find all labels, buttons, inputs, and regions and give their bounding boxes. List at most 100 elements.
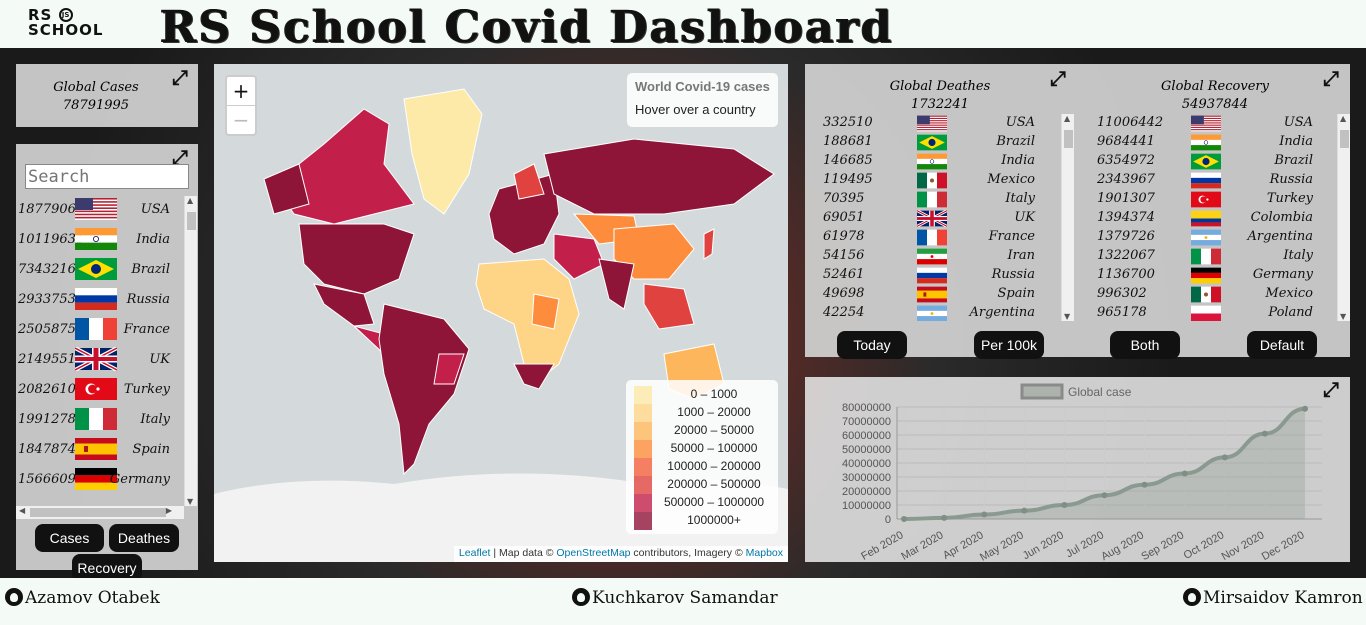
legend-item: 100000 – 200000 <box>634 458 774 476</box>
list-item[interactable]: 54156 Iran <box>805 247 1061 266</box>
list-item-country: Brazil <box>131 262 170 277</box>
fullscreen-icon[interactable]: ⤢ <box>1323 66 1339 90</box>
list-item[interactable]: 6354972 Brazil <box>1081 152 1337 171</box>
scroll-down-icon[interactable]: ▼ <box>1064 312 1071 321</box>
list-item-value: 1379726 <box>1097 229 1155 244</box>
list-item[interactable]: 70395 Italy <box>805 190 1061 209</box>
recovery-scrollbar[interactable]: ▲ ▼ <box>1337 114 1350 321</box>
h-scroll-thumb[interactable] <box>30 508 166 517</box>
list-item-country: Argentina <box>1247 229 1314 244</box>
list-item-value: 42254 <box>823 305 865 320</box>
scroll-left-icon[interactable]: ◀ <box>19 506 26 515</box>
list-item-country: France <box>123 322 170 337</box>
list-item[interactable]: 2505875 France <box>16 316 184 346</box>
fullscreen-icon[interactable]: ⤢ <box>1323 377 1339 401</box>
chart-point <box>1181 470 1188 477</box>
list-item[interactable]: 52461 Russia <box>805 266 1061 285</box>
country-flag-icon <box>1191 210 1221 227</box>
list-item-value: 10119631 <box>18 232 85 247</box>
list-item[interactable]: 1566609 Germany <box>16 466 184 496</box>
list-item[interactable]: 10119631 India <box>16 226 184 256</box>
zoom-out-button[interactable]: − <box>232 108 250 132</box>
list-item[interactable]: 1847874 Spain <box>16 436 184 466</box>
scroll-right-icon[interactable]: ▶ <box>165 506 172 515</box>
cases-h-scrollbar[interactable]: ◀ ▶ <box>16 506 184 519</box>
deathes-button[interactable]: Deathes <box>109 524 179 552</box>
list-item[interactable]: 2149551 UK <box>16 346 184 376</box>
list-item-country: USA <box>1005 115 1035 130</box>
country-flag-icon <box>1191 286 1221 303</box>
scroll-up-icon[interactable]: ▲ <box>1340 114 1347 123</box>
both-button[interactable]: Both <box>1110 331 1180 359</box>
list-item[interactable]: 7343216 Brazil <box>16 256 184 286</box>
fullscreen-icon[interactable]: ⤢ <box>172 65 188 89</box>
list-item[interactable]: 1901307 Turkey <box>1081 190 1337 209</box>
list-item[interactable]: 9684441 India <box>1081 133 1337 152</box>
leaflet-link[interactable]: Leaflet <box>458 547 491 559</box>
list-item[interactable]: 2082610 Turkey <box>16 376 184 406</box>
list-item[interactable]: 188681 Brazil <box>805 133 1061 152</box>
legend-swatch <box>634 458 652 476</box>
list-item[interactable]: 119495 Mexico <box>805 171 1061 190</box>
default-button[interactable]: Default <box>1247 331 1317 359</box>
author-link-3[interactable]: Mirsaidov Kamron <box>1183 588 1363 608</box>
fullscreen-icon[interactable]: ⤢ <box>1050 66 1066 90</box>
list-item[interactable]: 1394374 Colombia <box>1081 209 1337 228</box>
global-cases-panel: Global Cases 78791995 ⤢ <box>16 64 198 127</box>
scroll-thumb[interactable] <box>1064 130 1073 148</box>
chart-y-tick: 70000000 <box>842 416 891 428</box>
scroll-up-icon[interactable]: ▲ <box>187 196 194 205</box>
list-item[interactable]: 42254 Argentina <box>805 304 1061 321</box>
list-item[interactable]: 332510 USA <box>805 114 1061 133</box>
list-item[interactable]: 18779066 USA <box>16 196 184 226</box>
list-item[interactable]: 2343967 Russia <box>1081 171 1337 190</box>
scroll-down-icon[interactable]: ▼ <box>1340 312 1347 321</box>
list-item-value: 188681 <box>823 134 873 149</box>
list-item[interactable]: 69051 UK <box>805 209 1061 228</box>
zoom-in-button[interactable]: + <box>227 77 255 106</box>
list-item-value: 1394374 <box>1097 210 1155 225</box>
list-item[interactable]: 1991278 Italy <box>16 406 184 436</box>
scroll-thumb[interactable] <box>1340 130 1349 148</box>
list-item[interactable]: 1379726 Argentina <box>1081 228 1337 247</box>
list-item[interactable]: 996302 Mexico <box>1081 285 1337 304</box>
osm-link[interactable]: OpenStreetMap <box>556 547 631 559</box>
list-item[interactable]: 1322067 Italy <box>1081 247 1337 266</box>
chart-x-tick: Oct 2020 <box>1182 529 1227 562</box>
today-button[interactable]: Today <box>837 331 907 359</box>
list-item-value: 52461 <box>823 267 865 282</box>
list-item[interactable]: 11006442 USA <box>1081 114 1337 133</box>
list-item-country: Turkey <box>123 382 170 397</box>
search-input[interactable] <box>25 164 189 189</box>
list-item-value: 2343967 <box>1097 172 1155 187</box>
legend-item: 0 – 1000 <box>634 386 774 404</box>
deaths-scrollbar[interactable]: ▲ ▼ <box>1061 114 1074 321</box>
scroll-down-icon[interactable]: ▼ <box>187 497 194 506</box>
list-item[interactable]: 2933753 Russia <box>16 286 184 316</box>
list-item[interactable]: 61978 France <box>805 228 1061 247</box>
recovery-button[interactable]: Recovery <box>72 554 142 578</box>
mapbox-link[interactable]: Mapbox <box>745 547 783 559</box>
chart-x-tick: Jul 2020 <box>1064 529 1106 560</box>
global-case-chart: Global case 80000000 70000000 60000000 50000… <box>842 383 1322 564</box>
author-link-1[interactable]: Azamov Otabek <box>5 588 160 608</box>
world-map[interactable]: + − World Covid-19 cases Hover over a co… <box>214 64 788 562</box>
scroll-thumb[interactable] <box>187 212 196 230</box>
cases-scrollbar[interactable]: ▲ ▼ <box>184 196 197 506</box>
per-100k-button[interactable]: Per 100k <box>974 331 1044 359</box>
country-flag-icon <box>75 437 117 461</box>
cases-button[interactable]: Cases <box>35 524 104 552</box>
scroll-up-icon[interactable]: ▲ <box>1064 114 1071 123</box>
list-item[interactable]: 49698 Spain <box>805 285 1061 304</box>
fullscreen-icon[interactable]: ⤢ <box>172 145 188 169</box>
legend-swatch <box>634 422 652 440</box>
list-item[interactable]: 146685 India <box>805 152 1061 171</box>
map-info-box: World Covid-19 cases Hover over a countr… <box>627 73 778 127</box>
author-link-2[interactable]: Kuchkarov Samandar <box>572 588 778 608</box>
list-item[interactable]: 1136700 Germany <box>1081 266 1337 285</box>
rs-school-logo[interactable]: RS JS SCHOOL <box>28 8 112 42</box>
list-item-country: Italy <box>140 412 170 427</box>
list-item[interactable]: 965178 Poland <box>1081 304 1337 321</box>
chart-y-tick: 80000000 <box>842 402 891 414</box>
country-flag-icon <box>75 287 117 311</box>
